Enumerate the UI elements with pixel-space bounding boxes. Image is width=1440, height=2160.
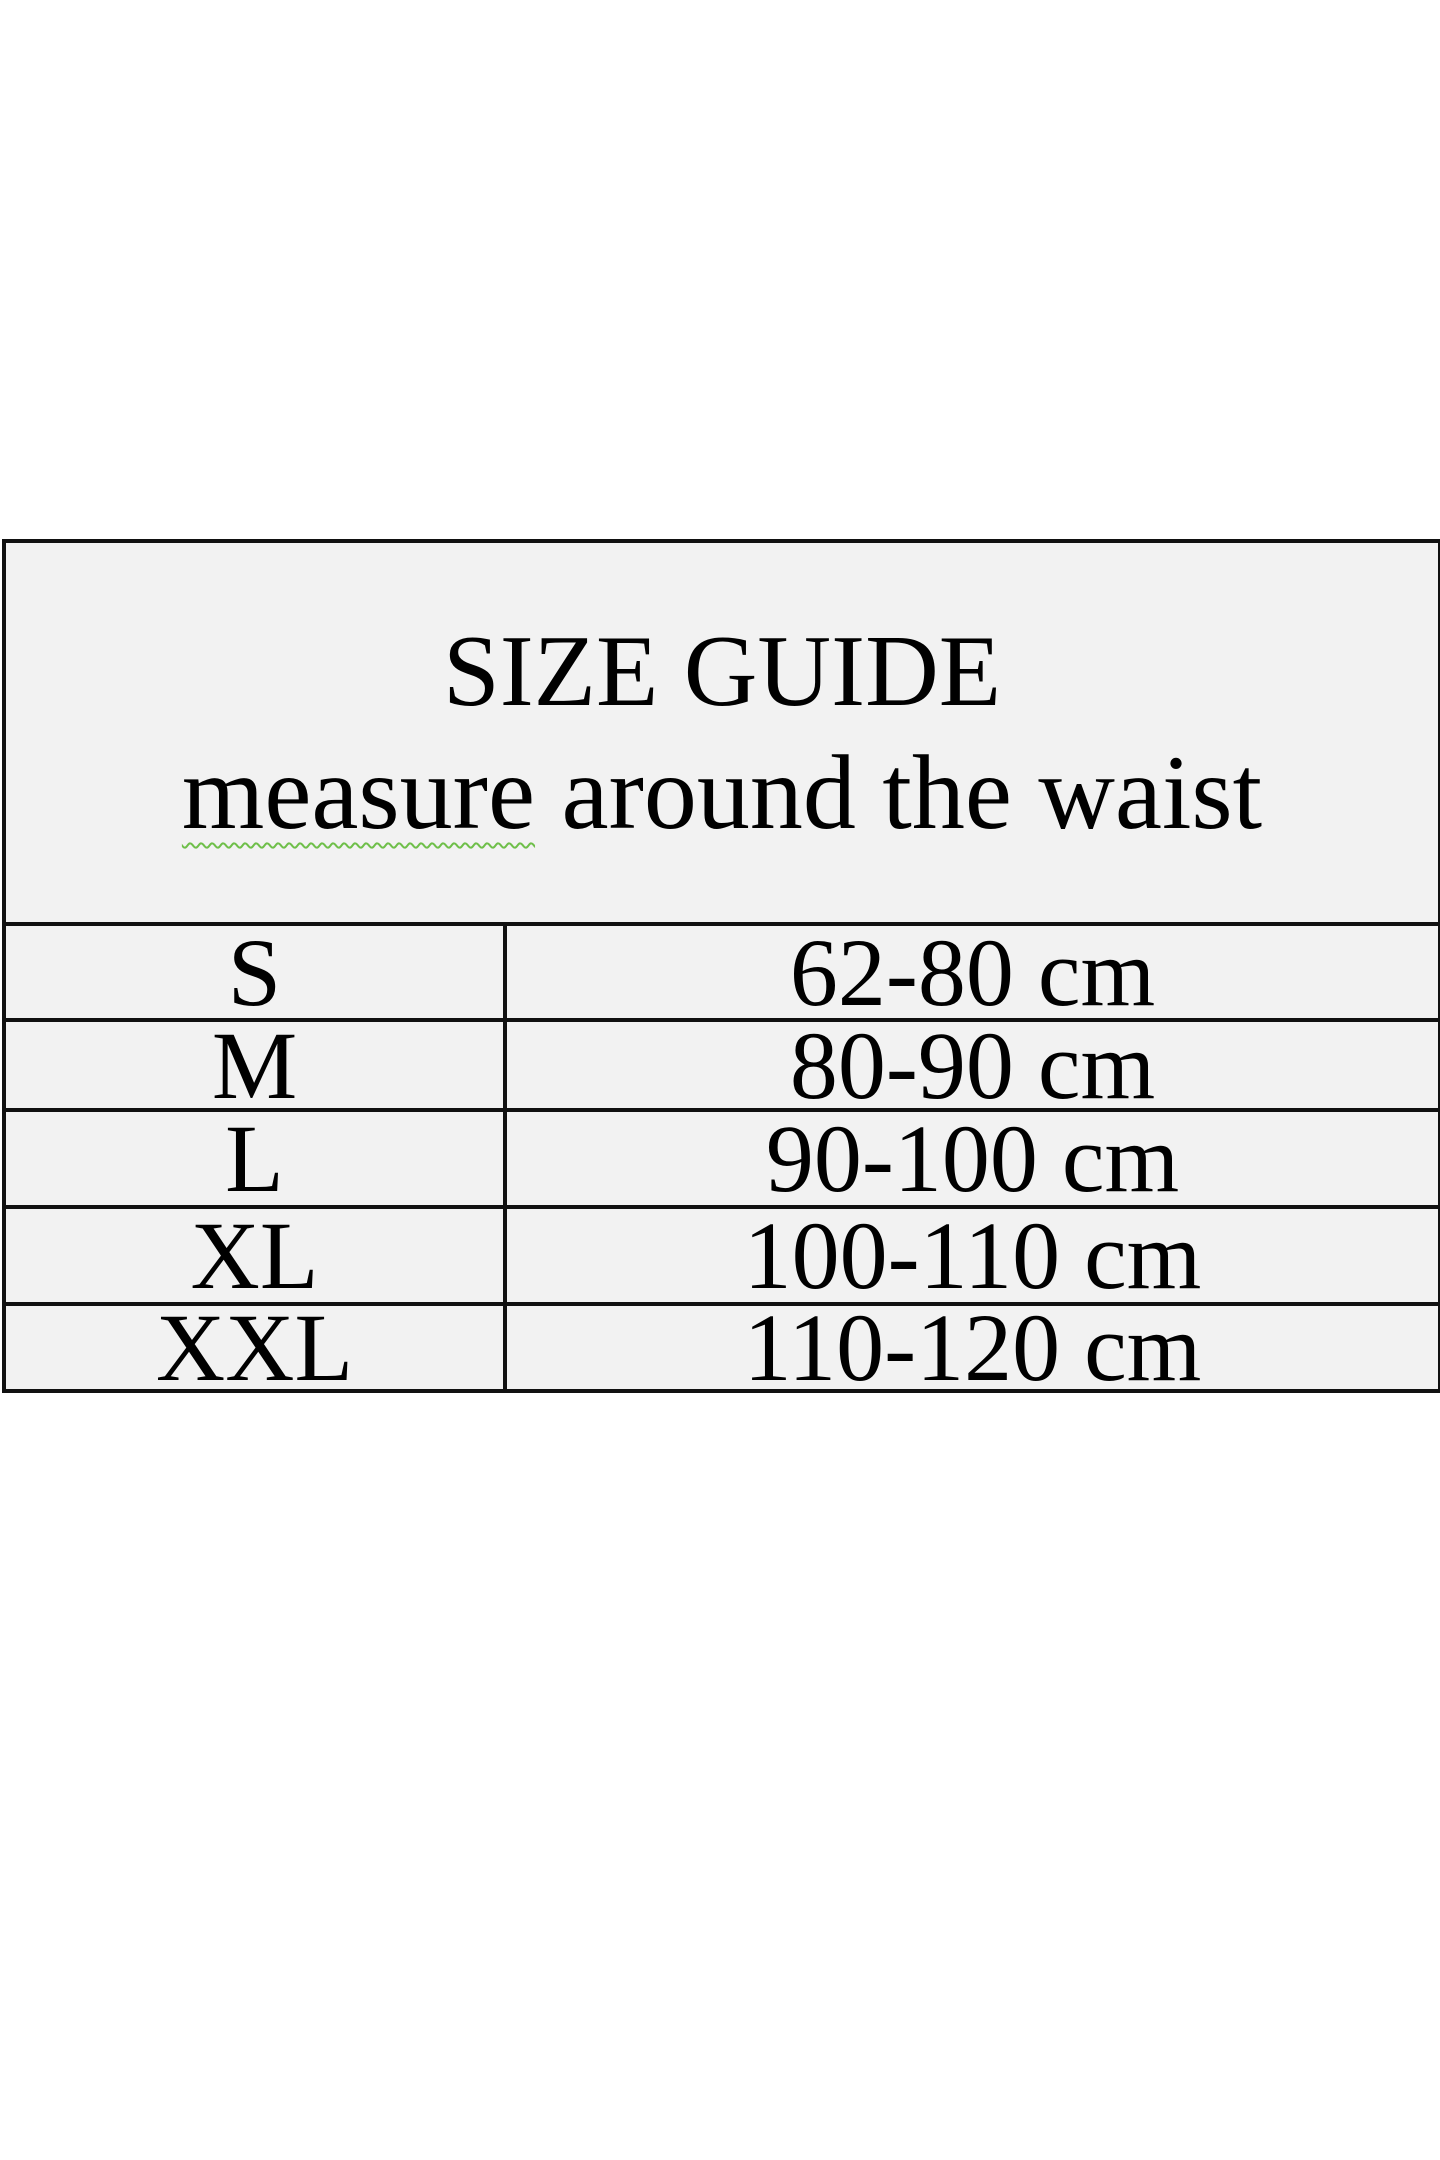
table-row: XL 100-110 cm [6, 1202, 1438, 1309]
range-cell: 62-80 cm [789, 918, 1156, 1026]
table-row: M 80-90 cm [6, 1011, 1438, 1119]
table-header: SIZE GUIDE measure around the waist [6, 543, 1438, 926]
table-row: XXL 110-120 cm [6, 1294, 1438, 1401]
size-cell: XL [6, 1202, 507, 1309]
range-cell: 100-110 cm [743, 1202, 1202, 1309]
size-cell: S [6, 919, 507, 1026]
spellcheck-flagged-word: measure [181, 734, 536, 851]
range-cell: 110-120 cm [743, 1294, 1202, 1401]
size-guide-table: SIZE GUIDE measure around the waist S 62… [2, 539, 1440, 1401]
table-title: SIZE GUIDE [442, 615, 1002, 728]
size-cell: M [6, 1012, 507, 1119]
size-cell: XXL [6, 1294, 507, 1401]
subtitle-text: around the waist [535, 734, 1263, 851]
range-cell: 90-100 cm [765, 1105, 1180, 1212]
size-cell: L [6, 1105, 507, 1212]
table-row: S 62-80 cm [6, 918, 1438, 1026]
range-cell: 80-90 cm [789, 1011, 1156, 1119]
table-row: L 90-100 cm [6, 1105, 1438, 1212]
table-subtitle: measure around the waist [6, 733, 1438, 853]
